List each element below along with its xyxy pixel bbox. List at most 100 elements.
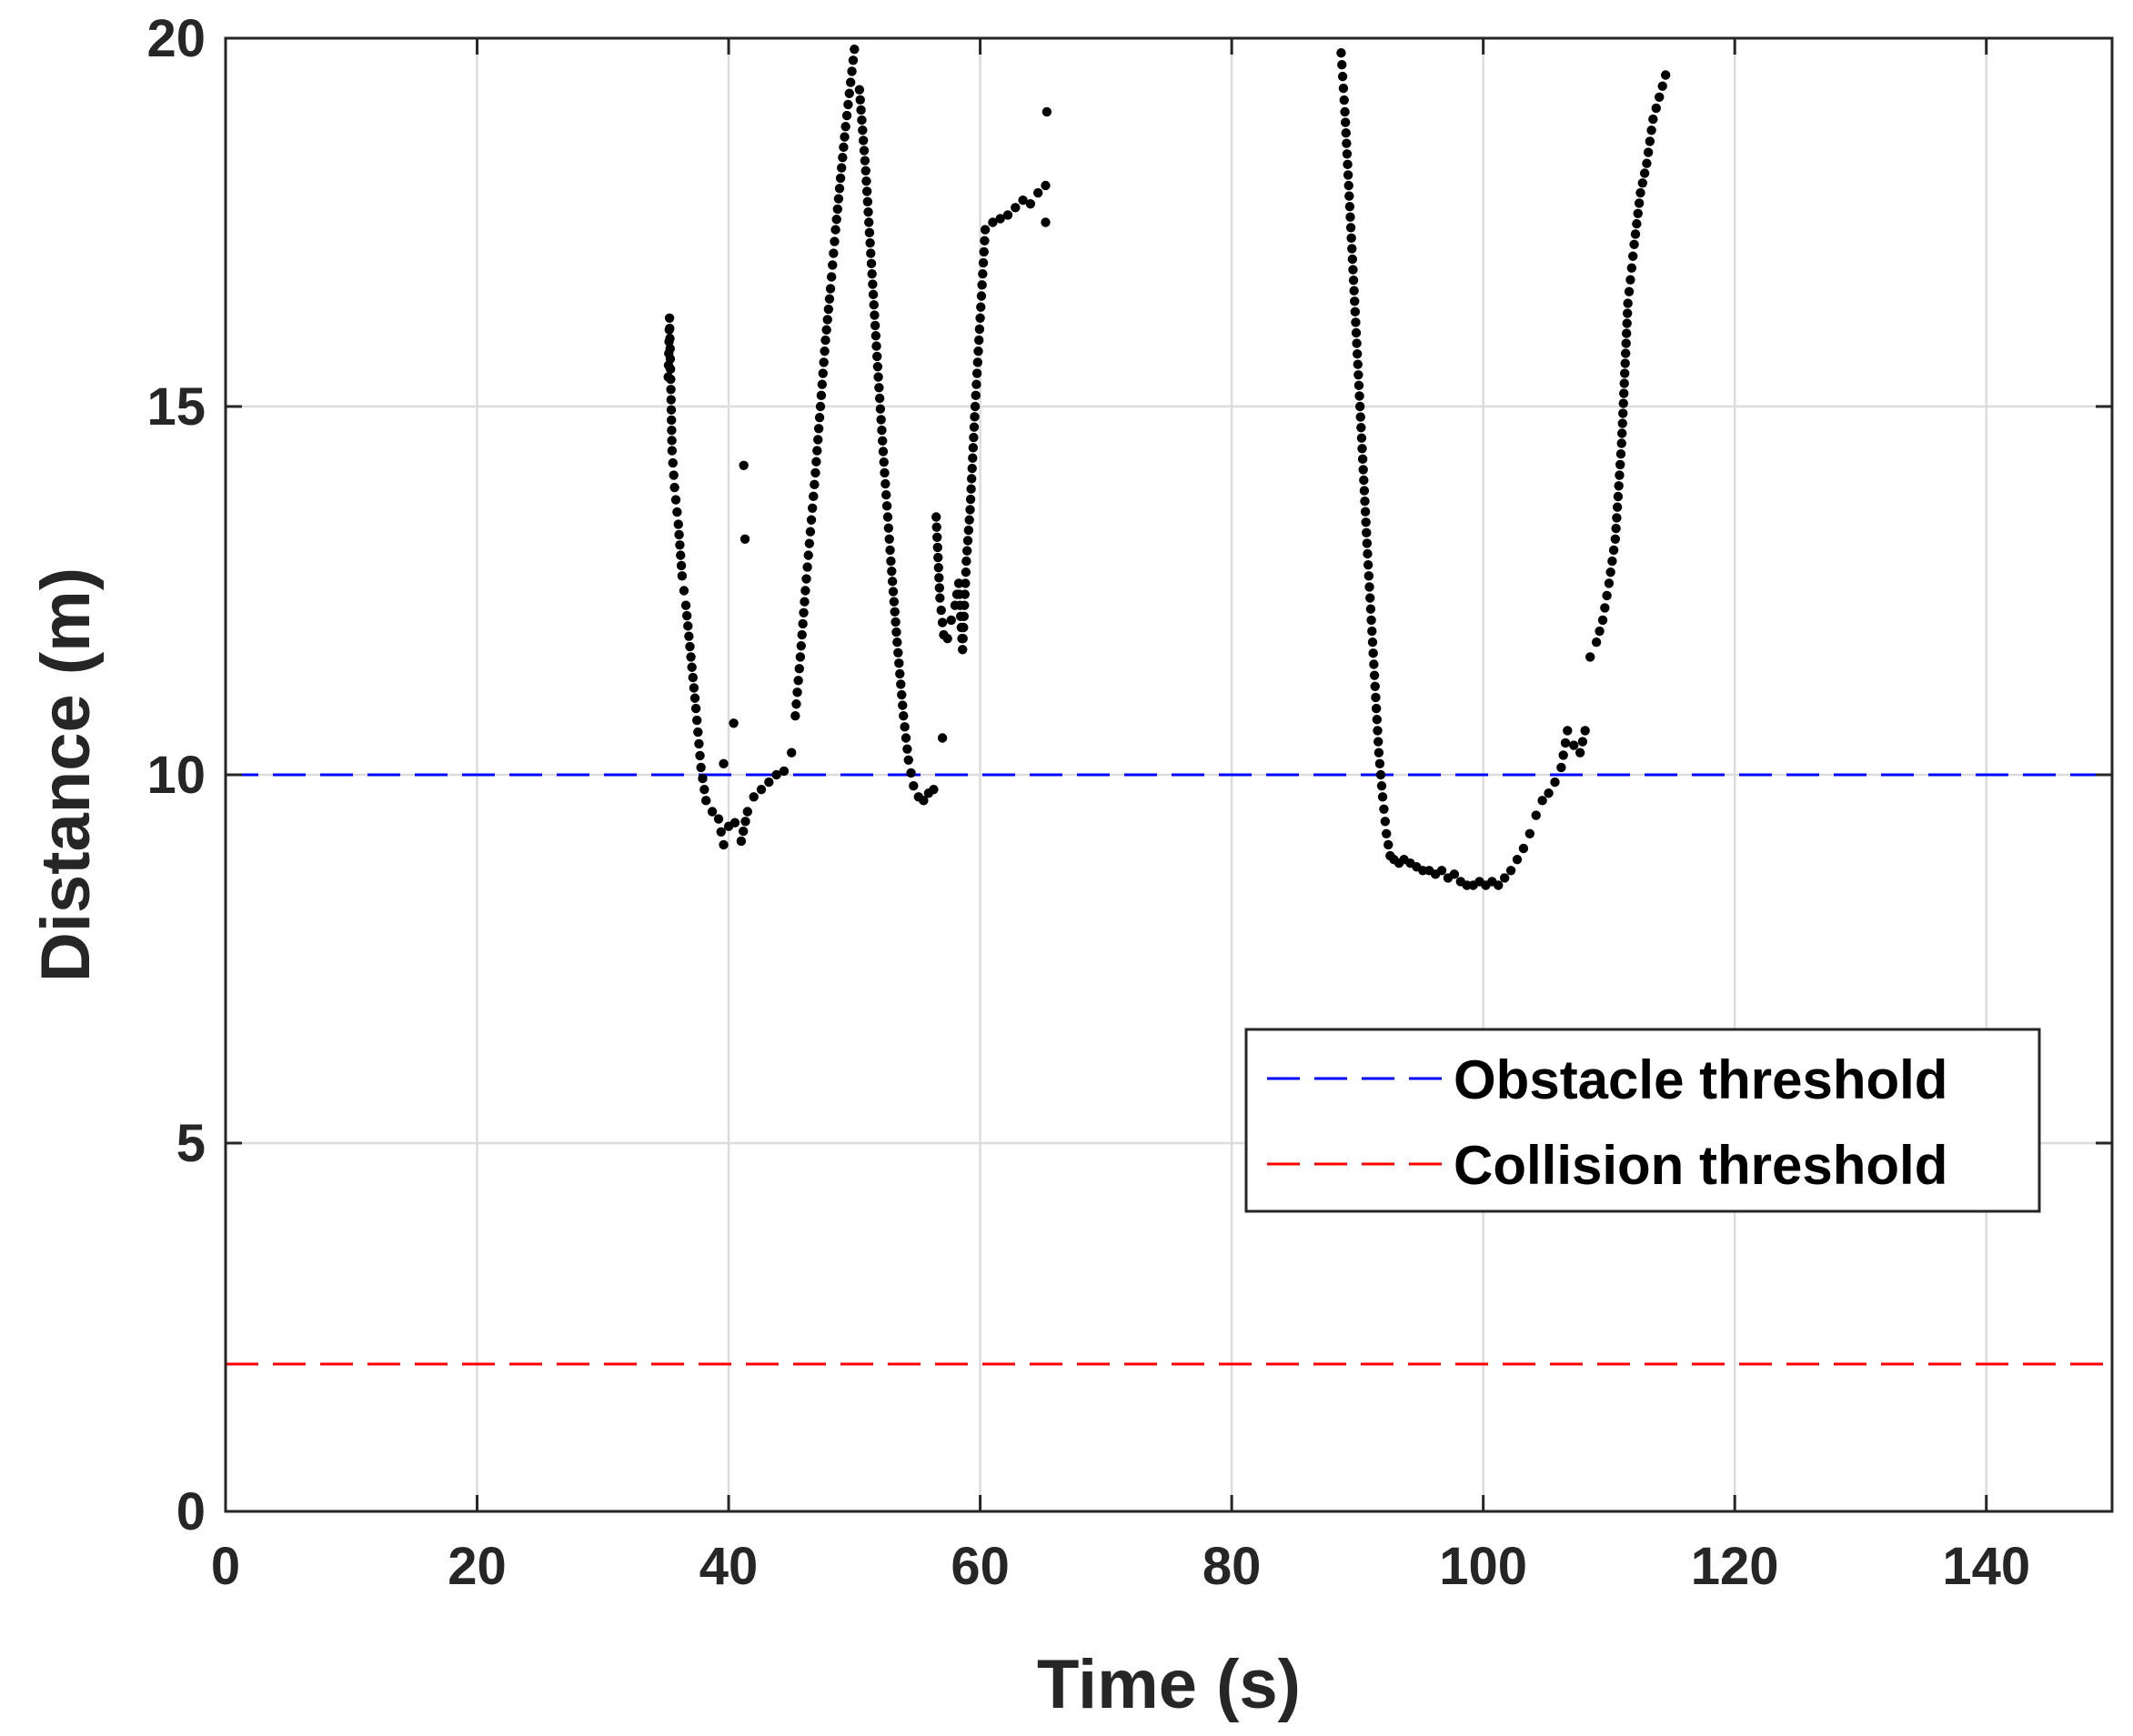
data-point [667, 446, 678, 456]
data-point [669, 470, 679, 480]
data-point [1591, 637, 1602, 647]
data-point [960, 600, 970, 610]
data-point [934, 583, 945, 593]
data-point [792, 687, 802, 697]
data-point [1595, 626, 1605, 637]
data-point [1018, 196, 1028, 206]
data-point [969, 422, 980, 432]
data-point [1349, 286, 1359, 296]
data-point [1610, 534, 1621, 544]
data-point [689, 693, 700, 703]
data-point [1361, 517, 1371, 527]
data-point [835, 173, 846, 184]
data-point [841, 110, 852, 121]
data-point [898, 700, 908, 710]
data-point [864, 227, 875, 238]
data-point [891, 627, 901, 637]
data-point [978, 257, 989, 268]
data-point [1336, 48, 1346, 58]
data-point [689, 683, 699, 693]
y-tick-label: 10 [146, 746, 206, 805]
data-point [665, 323, 675, 334]
data-point [933, 552, 943, 563]
data-point [1618, 398, 1628, 408]
data-point [855, 95, 865, 105]
data-point [840, 132, 850, 142]
data-point [681, 610, 692, 621]
data-point [1365, 593, 1375, 603]
data-point [1560, 738, 1571, 748]
data-point [1512, 854, 1523, 865]
data-point-outlier [740, 534, 750, 544]
data-point [980, 236, 990, 246]
data-point [936, 605, 946, 616]
data-point [830, 225, 840, 235]
data-point [845, 77, 856, 87]
data-point [685, 641, 695, 652]
data-point [686, 652, 696, 662]
data-point [979, 246, 989, 257]
y-axis-title: Distance (m) [27, 567, 105, 982]
data-point [854, 85, 865, 95]
data-point [881, 501, 892, 511]
data-point [1569, 740, 1579, 750]
data-point [878, 436, 888, 446]
data-point [970, 401, 981, 412]
data-point [1619, 378, 1629, 388]
x-tick-label: 140 [1942, 1537, 2030, 1596]
data-point [850, 44, 860, 55]
data-point [878, 447, 889, 457]
data-point [802, 562, 812, 572]
data-point [675, 540, 685, 550]
data-point [978, 269, 988, 279]
legend-collision-label: Collision threshold [1454, 1135, 1947, 1196]
data-point [1619, 388, 1629, 398]
data-point [666, 395, 676, 405]
data-point [1620, 368, 1630, 378]
data-point [1369, 659, 1379, 669]
data-point [817, 379, 828, 389]
data-point [696, 762, 706, 773]
data-point [1359, 486, 1370, 496]
data-point [1615, 459, 1625, 470]
data-point [958, 645, 968, 655]
x-tick-label: 120 [1691, 1537, 1779, 1596]
data-point [862, 196, 873, 207]
data-point [796, 641, 807, 651]
data-point [873, 372, 883, 382]
data-point [1449, 869, 1460, 879]
data-point [673, 519, 683, 529]
data-point [863, 206, 873, 217]
data-point-outlier [729, 718, 739, 728]
data-point [959, 622, 969, 633]
data-point [1364, 582, 1374, 592]
data-point [876, 415, 886, 425]
data-point [1373, 737, 1383, 747]
data-point [1366, 615, 1376, 626]
data-point [1620, 358, 1630, 368]
data-point [847, 66, 857, 76]
legend: Obstacle threshold Collision threshold [1244, 1028, 2041, 1213]
data-point [870, 320, 880, 331]
data-point [1345, 223, 1356, 233]
y-tick-label: 0 [176, 1482, 206, 1541]
data-point [874, 383, 884, 393]
x-tick-label: 80 [1202, 1537, 1262, 1596]
data-point [791, 699, 801, 709]
data-point [1356, 422, 1366, 433]
data-point [1343, 170, 1353, 180]
data-point [932, 542, 942, 553]
data-point [1600, 603, 1610, 613]
data-point [1363, 571, 1374, 581]
data-point [967, 463, 977, 474]
data-point [676, 550, 686, 560]
data-point [843, 99, 853, 110]
data-point [1353, 348, 1363, 359]
data-point-outlier [1041, 106, 1052, 117]
data-point [1436, 866, 1447, 876]
data-point [1353, 380, 1364, 391]
data-point [1371, 703, 1382, 714]
data-point [962, 536, 973, 546]
data-point [1350, 306, 1361, 317]
data-point [988, 217, 998, 227]
